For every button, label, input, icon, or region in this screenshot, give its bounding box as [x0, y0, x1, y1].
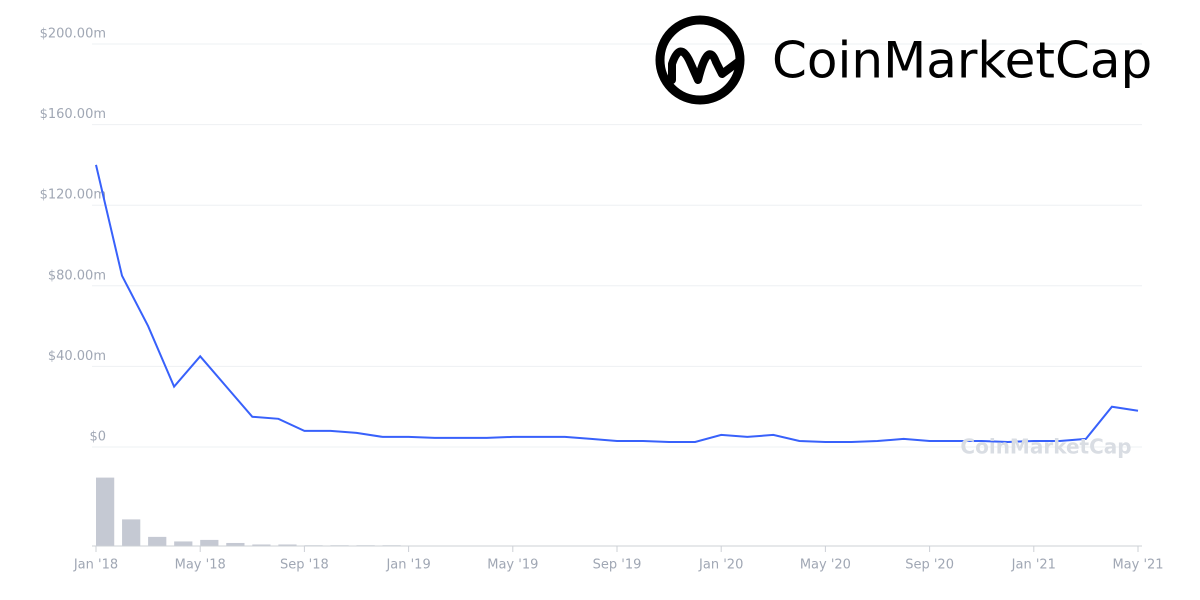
volume-bar — [174, 541, 193, 546]
logo-text: CoinMarketCap — [772, 32, 1152, 90]
x-tick-label: Jan '20 — [698, 558, 743, 573]
volume-bar — [148, 536, 167, 546]
volume-bar — [122, 519, 141, 546]
y-tick-label: $120.00m — [40, 188, 106, 203]
volume-bar — [96, 477, 115, 546]
volume-bar — [226, 542, 245, 546]
logo: CoinMarketCap — [655, 15, 1152, 105]
watermark: CoinMarketCap — [960, 435, 1131, 459]
x-tick-label: Jan '19 — [385, 558, 430, 573]
price-line — [95, 164, 1139, 444]
x-tick-label: May '18 — [175, 558, 226, 573]
volume-bar — [252, 544, 271, 546]
y-tick-label: $0 — [89, 430, 106, 445]
y-tick-label: $160.00m — [40, 107, 106, 122]
y-tick-label: $200.00m — [40, 27, 106, 42]
y-tick-label: $80.00m — [48, 268, 106, 283]
plot: $0 $40.00m $80.00m $120.00m $160.00m $200.00m… — [40, 27, 1164, 573]
logo-mark — [668, 47, 742, 84]
volume-bar — [200, 539, 219, 546]
x-tick-label: Sep '18 — [280, 558, 329, 573]
x-tick-label: Jan '21 — [1011, 558, 1056, 573]
x-tick-label: Sep '20 — [905, 558, 954, 573]
x-tick-label: May '19 — [487, 558, 538, 573]
x-tick-label: May '21 — [1112, 558, 1163, 573]
x-tick-label: May '20 — [800, 558, 851, 573]
x-tick-label: Sep '19 — [593, 558, 642, 573]
volume-bar — [278, 544, 297, 546]
x-tick-label: Jan '18 — [73, 558, 118, 573]
y-tick-label: $40.00m — [48, 349, 106, 364]
